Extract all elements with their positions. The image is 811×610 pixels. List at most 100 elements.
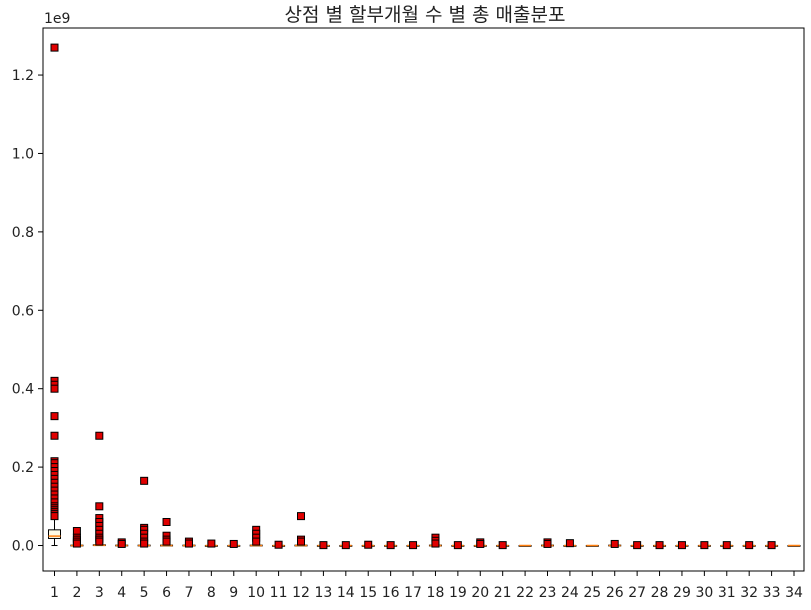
box-group	[518, 544, 532, 547]
box	[48, 529, 61, 539]
box-group	[361, 540, 375, 549]
x-tick-label: 14	[337, 585, 355, 601]
outlier-point	[767, 541, 776, 550]
box-group	[720, 541, 734, 550]
box-group	[585, 544, 599, 547]
outlier-point	[498, 541, 507, 550]
x-tick-label: 5	[140, 585, 149, 601]
box-group	[787, 544, 801, 547]
box-group	[406, 541, 420, 550]
x-tick-label: 21	[494, 585, 512, 601]
outlier-point	[50, 43, 59, 52]
x-tick-label: 22	[516, 585, 534, 601]
box-group	[294, 512, 308, 547]
outlier-point	[50, 431, 59, 440]
box-group	[541, 538, 554, 548]
outlier-point	[319, 541, 328, 550]
box-group	[384, 541, 398, 550]
outlier-point	[207, 539, 216, 548]
x-tick-label: 25	[583, 585, 601, 601]
outlier-point	[72, 539, 81, 548]
outlier-point	[409, 541, 418, 550]
outlier-point	[274, 540, 283, 549]
x-axis: 1 2 3 4 5 6 7 8 9 10 11 12 13 14 15 16 17 18 19 20 21 22 23 24 2…	[50, 571, 803, 601]
outlier-point	[476, 539, 485, 548]
chart-title: 상점 별 할부개월 수 별 총 매출분포	[285, 4, 566, 26]
box-group	[160, 517, 174, 547]
x-tick-label: 27	[628, 585, 646, 601]
outlier-point	[162, 517, 171, 526]
y-tick-label: 1.2	[12, 68, 34, 84]
outlier-point	[655, 541, 664, 550]
box-group	[48, 43, 61, 547]
outlier-point	[117, 539, 126, 548]
outlier-point	[72, 527, 81, 536]
x-tick-label: 26	[606, 585, 624, 601]
outlier-point	[140, 539, 149, 548]
plot-area	[48, 43, 801, 550]
box-group	[182, 537, 196, 548]
box-group	[339, 541, 353, 550]
x-tick-label: 1	[50, 585, 59, 601]
outlier-point	[745, 541, 754, 550]
box-group	[115, 538, 129, 548]
outlier-point	[252, 537, 261, 546]
outlier-point	[633, 541, 642, 550]
box-group	[92, 431, 106, 547]
outlier-point	[140, 476, 149, 485]
x-tick-label: 28	[651, 585, 669, 601]
box-group	[137, 476, 151, 548]
box-group	[272, 540, 286, 549]
outlier-point	[50, 384, 59, 393]
y-tick-label: 0.6	[12, 303, 34, 319]
outlier-point	[50, 512, 59, 521]
outlier-point	[677, 541, 686, 550]
y-tick-label: 0.0	[12, 539, 34, 555]
box-group	[697, 541, 711, 550]
outlier-point	[184, 539, 193, 548]
outlier-point	[229, 539, 238, 548]
x-tick-label: 8	[207, 585, 216, 601]
box-group	[473, 538, 487, 548]
x-tick-label: 29	[673, 585, 691, 601]
x-tick-label: 9	[229, 585, 238, 601]
x-tick-label: 31	[718, 585, 736, 601]
box-group	[742, 541, 756, 550]
box-group	[675, 541, 689, 550]
outlier-point	[543, 539, 552, 548]
box-group	[451, 541, 465, 550]
plot-frame	[42, 27, 805, 572]
outlier-point	[297, 512, 305, 521]
y-axis-offset-label: 1e9	[44, 11, 70, 27]
x-tick-label: 19	[449, 585, 467, 601]
box-group	[765, 541, 779, 550]
box-group	[204, 539, 218, 548]
outlier-point	[50, 412, 59, 421]
outlier-point	[297, 537, 305, 546]
x-tick-label: 12	[292, 585, 310, 601]
box-group	[249, 525, 263, 547]
y-tick-label: 1.0	[12, 146, 34, 162]
x-tick-label: 33	[763, 585, 781, 601]
x-tick-label: 4	[117, 585, 126, 601]
x-tick-label: 16	[382, 585, 400, 601]
x-tick-label: 20	[471, 585, 489, 601]
x-tick-label: 13	[314, 585, 332, 601]
outlier-point	[162, 537, 171, 546]
x-tick-label: 30	[695, 585, 713, 601]
box-group	[316, 541, 330, 550]
outlier-point	[95, 537, 104, 546]
x-tick-label: 7	[184, 585, 193, 601]
outlier-point	[95, 502, 104, 511]
y-tick-label: 0.4	[12, 382, 34, 398]
x-tick-label: 18	[427, 585, 445, 601]
outlier-point	[364, 540, 373, 549]
y-axis: 0.0 0.2 0.4 0.6 0.8 1.0 1.2	[12, 68, 43, 555]
box-group	[608, 539, 622, 548]
x-tick-label: 3	[95, 585, 104, 601]
box-group	[496, 541, 510, 550]
box-group	[227, 539, 241, 548]
outlier-point	[431, 539, 440, 548]
outlier-point	[610, 539, 619, 548]
